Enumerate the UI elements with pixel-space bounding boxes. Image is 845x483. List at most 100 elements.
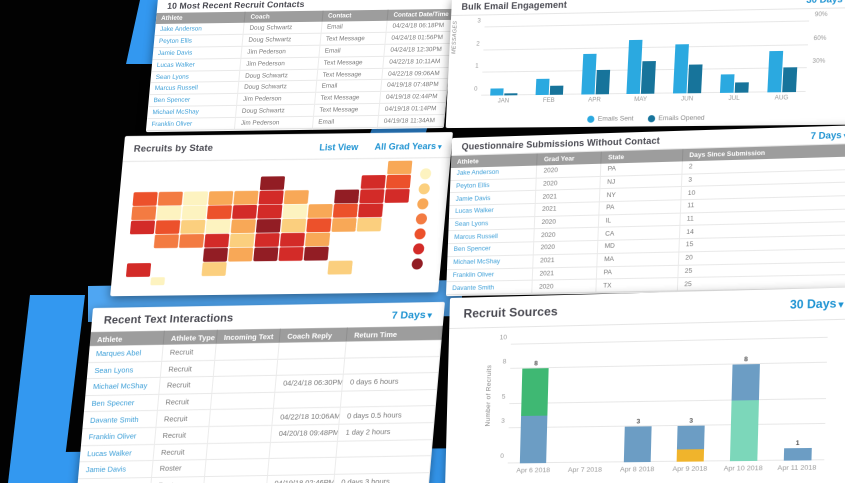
grad-years-dropdown[interactable]: All Grad Years▾	[374, 141, 443, 152]
range-dropdown[interactable]: 30 Days▾	[789, 298, 844, 312]
table-cell: Doug Schwartz	[236, 105, 315, 118]
athlete-link[interactable]: Marques Abel	[88, 344, 164, 362]
y2-axis-tick: 60%	[813, 35, 827, 42]
athlete-link[interactable]: Ben Specner	[83, 394, 160, 412]
state-tile-KY[interactable]	[255, 218, 281, 233]
state-tile-MD[interactable]	[331, 217, 357, 232]
table-cell: 04/19/18 02:44PM	[380, 91, 448, 104]
state-tile-MS[interactable]	[253, 247, 279, 262]
state-tile-CT[interactable]	[358, 203, 384, 218]
table-cell: Text Message	[314, 92, 382, 105]
athlete-link[interactable]: Davante Smith	[82, 411, 158, 429]
athlete-link[interactable]: Michael McShay	[147, 106, 238, 119]
state-tile-AL[interactable]	[278, 247, 304, 261]
athlete-link[interactable]: Sean Lyons	[448, 216, 536, 231]
state-tile-HI[interactable]	[150, 277, 165, 286]
athlete-link[interactable]: Franklin Oliver	[81, 427, 157, 445]
athlete-link[interactable]: Jamie Davis	[449, 191, 537, 206]
state-tile-FL[interactable]	[327, 260, 353, 275]
table-cell	[206, 442, 271, 460]
athlete-link[interactable]: Peyton Ellis	[153, 34, 244, 47]
table-cell: Jim Pederson	[241, 45, 321, 58]
athlete-link[interactable]: Jamie Davis	[78, 461, 154, 479]
state-tile-MN[interactable]	[233, 190, 259, 205]
state-tile-MO[interactable]	[230, 219, 256, 234]
x-axis-tick: Apr 10 2018	[723, 465, 763, 473]
table-cell: 04/20/18 09:48PM	[271, 424, 340, 442]
athlete-link[interactable]: Lucas Walker	[79, 444, 155, 462]
state-tile-WV[interactable]	[281, 218, 307, 233]
athlete-link[interactable]: Marcus Russell	[447, 229, 536, 244]
state-tile-NV[interactable]	[156, 205, 182, 220]
athlete-link[interactable]: Sean Lyons	[150, 70, 241, 83]
state-tile-AZ[interactable]	[153, 234, 179, 249]
state-tile-IL[interactable]	[258, 190, 284, 205]
state-tile-ID[interactable]	[157, 191, 183, 206]
state-tile-IN[interactable]	[257, 204, 283, 219]
x-axis-labels: JAN FEB APR MAY JUN JUL AUG	[481, 95, 806, 105]
state-tile-OH[interactable]	[282, 204, 308, 219]
athlete-link[interactable]: Franklin Oliver	[145, 118, 237, 131]
athlete-link[interactable]: Jamie Davis	[152, 46, 243, 59]
athlete-link[interactable]: Peyton Ellis	[76, 477, 152, 483]
x-axis-tick: AUG	[774, 95, 789, 102]
state-tile-CA[interactable]	[129, 220, 155, 235]
map-legend-dot-5	[412, 243, 425, 255]
athlete-link[interactable]: Lucas Walker	[151, 58, 242, 71]
range-dropdown[interactable]: 7 Days▾	[810, 130, 845, 141]
state-tile-RI[interactable]	[384, 188, 410, 203]
range-dropdown[interactable]: 7 Days▾	[391, 309, 433, 322]
state-tile-WY[interactable]	[181, 205, 207, 220]
state-tile-NE[interactable]	[205, 219, 231, 234]
state-tile-NM[interactable]	[179, 234, 205, 248]
table-cell: 04/19/18 01:14PM	[379, 103, 446, 116]
state-tile-AK[interactable]	[126, 263, 152, 277]
state-tile-ND[interactable]	[208, 191, 234, 205]
state-tile-CO[interactable]	[180, 219, 206, 234]
state-tile-SC[interactable]	[305, 232, 331, 247]
state-tile-TN[interactable]	[254, 233, 280, 248]
athlete-link[interactable]: Jake Anderson	[154, 22, 246, 35]
list-view-link[interactable]: List View	[318, 142, 359, 153]
state-tile-NH[interactable]	[385, 174, 411, 189]
athlete-link[interactable]: Michael McShay	[446, 255, 535, 269]
range-dropdown[interactable]: 30 Days▾	[806, 0, 845, 5]
state-tile-UT[interactable]	[155, 220, 181, 235]
athlete-link[interactable]: Peyton Ellis	[449, 178, 538, 193]
state-tile-PA[interactable]	[307, 204, 333, 218]
state-tile-AR[interactable]	[229, 233, 255, 248]
athlete-link[interactable]: Michael McShay	[85, 378, 161, 395]
state-tile-VA[interactable]	[306, 218, 332, 233]
state-tile-LA[interactable]	[228, 247, 254, 262]
state-tile-WA[interactable]	[132, 192, 158, 206]
state-tile-NY[interactable]	[334, 189, 360, 204]
state-tile-NC[interactable]	[279, 232, 305, 247]
athlete-link[interactable]: Franklin Oliver	[446, 268, 534, 282]
state-tile-SD[interactable]	[206, 205, 232, 220]
athlete-link[interactable]: Jake Anderson	[450, 165, 538, 180]
state-tile-MI[interactable]	[283, 190, 309, 205]
y-axis-tick: 1	[475, 63, 479, 71]
state-tile-IA[interactable]	[232, 205, 258, 219]
state-tile-OR[interactable]	[131, 206, 157, 221]
column-header: Athlete Type	[163, 329, 218, 345]
state-tile-WI[interactable]	[259, 176, 285, 191]
x-axis-tick: JUN	[680, 96, 694, 103]
state-tile-GA[interactable]	[303, 246, 329, 261]
state-tile-NJ[interactable]	[332, 203, 358, 218]
state-tile-MT[interactable]	[183, 191, 209, 206]
state-tile-DE[interactable]	[356, 217, 382, 232]
state-tile-OK[interactable]	[202, 247, 228, 262]
athlete-link[interactable]: Ben Spencer	[447, 242, 535, 256]
athlete-link[interactable]: Lucas Walker	[448, 203, 537, 218]
athlete-link[interactable]: Ben Spencer	[148, 94, 239, 107]
panel-title: Recent Text Interactions	[103, 312, 234, 327]
state-tile-VT[interactable]	[360, 175, 386, 189]
state-tile-ME[interactable]	[387, 160, 413, 175]
athlete-link[interactable]: Davante Smith	[446, 280, 534, 295]
athlete-link[interactable]: Marcus Russell	[149, 82, 240, 95]
athlete-link[interactable]: Sean Lyons	[86, 361, 163, 379]
state-tile-MA[interactable]	[359, 189, 385, 204]
state-tile-KS[interactable]	[204, 233, 230, 248]
state-tile-TX[interactable]	[201, 262, 227, 277]
